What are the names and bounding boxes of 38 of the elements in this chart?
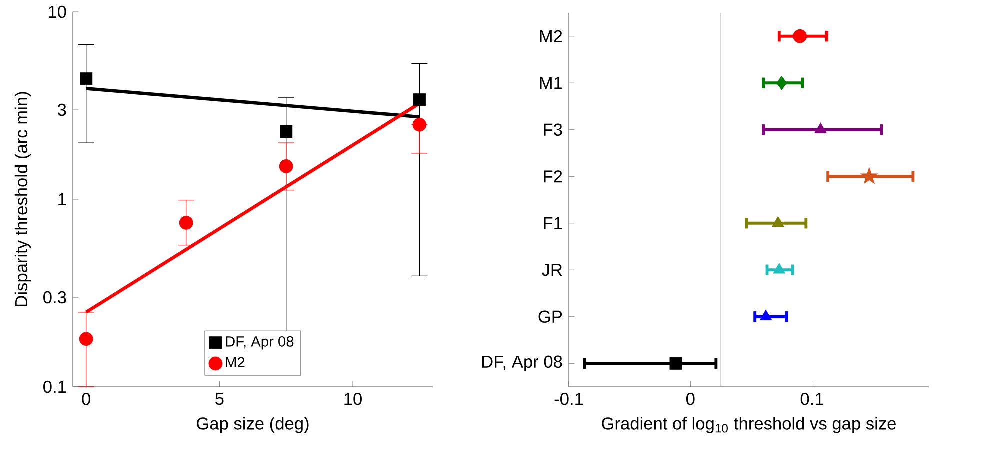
point	[776, 76, 788, 90]
y-tick-label: 1	[58, 194, 66, 206]
point	[760, 310, 772, 320]
point	[80, 72, 93, 86]
y-tick-label: GP	[538, 310, 562, 324]
point	[793, 29, 808, 44]
y-tick-label: 10	[49, 6, 66, 18]
point	[179, 216, 194, 230]
point	[773, 263, 786, 274]
legend-label: DF, Apr 08	[226, 336, 294, 350]
y-tick-label: 3	[58, 104, 66, 116]
point	[412, 118, 427, 132]
point	[413, 94, 426, 106]
point	[79, 332, 94, 346]
y-tick-label: M1	[540, 77, 562, 90]
point	[279, 160, 294, 174]
point	[772, 216, 784, 227]
y-tick-label: 0.1	[44, 380, 66, 394]
y-tick-label: DF, Apr 08	[482, 356, 562, 372]
x-axis-title: Gap size (deg)	[197, 417, 309, 434]
x-tick-label: -0.1	[554, 393, 584, 406]
y-tick-label: M2	[540, 30, 562, 42]
y-tick-label: F1	[544, 217, 562, 230]
y-axis-title: Disparity threshold (arc min)	[14, 92, 32, 306]
point	[860, 168, 878, 184]
x-tick-label: 0	[686, 393, 695, 406]
x-tick-label: 10	[344, 393, 362, 406]
y-tick-label: F2	[544, 170, 562, 183]
y-tick-label: JR	[542, 264, 562, 276]
x-tick-label: 5	[216, 393, 224, 406]
y-tick-label: 0.3	[44, 291, 66, 304]
x-tick-label: 0.1	[800, 393, 824, 406]
legend-label: M2	[226, 357, 245, 368]
y-tick-label: F3	[544, 124, 562, 136]
x-axis-title: Gradient of log$_{10}$ threshold vs gap size	[602, 417, 896, 434]
x-tick-label: 0	[82, 393, 90, 406]
point	[280, 125, 293, 138]
point	[814, 122, 827, 134]
